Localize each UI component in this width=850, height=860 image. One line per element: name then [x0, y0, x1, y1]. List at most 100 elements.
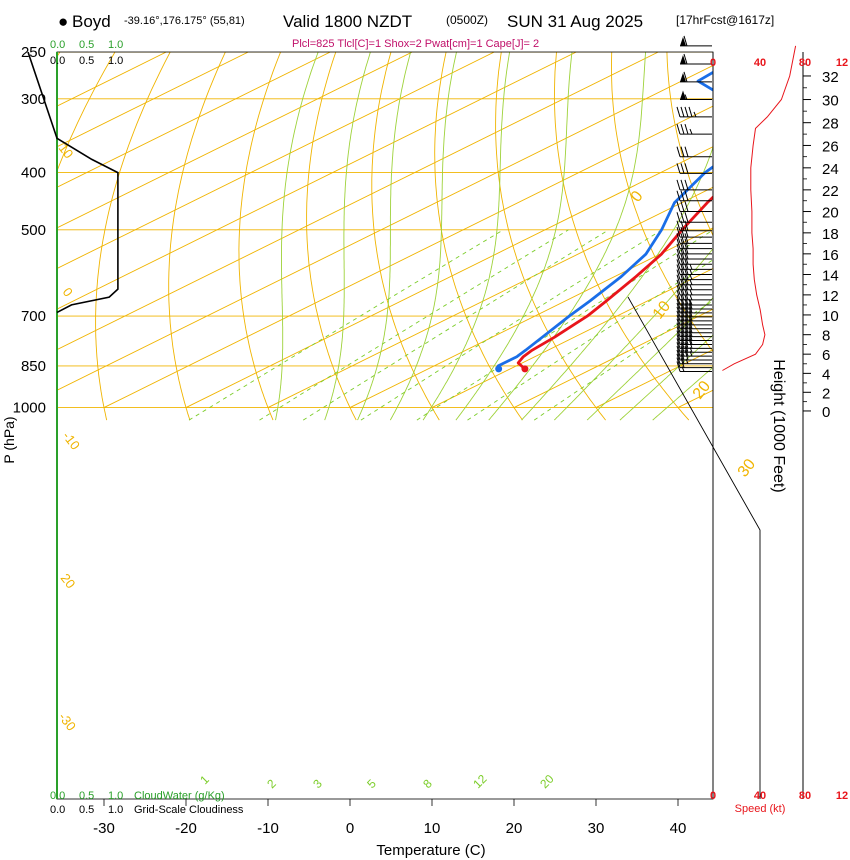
isotherm-label: 30: [735, 456, 759, 481]
mixing-ratio-line: [188, 229, 504, 421]
wind-barb-half-flag: [689, 128, 693, 135]
wind-barb-half-flag: [689, 289, 693, 296]
wind-barb-flag: [680, 353, 685, 364]
mixing-ratio-label: 8: [420, 776, 435, 791]
wind-barb-flag: [684, 106, 689, 118]
wind-barb: [676, 123, 712, 135]
isotherm-label: 20: [690, 378, 714, 403]
wind-barb-flag: [676, 179, 681, 191]
dry-adiabat: [434, 52, 523, 421]
moist-adiabat: [619, 334, 713, 421]
wind-barb-flag: [688, 298, 693, 310]
isotherm-line: [103, 105, 713, 408]
temperature-line: [516, 195, 713, 370]
height-tick-label: 26: [822, 138, 839, 155]
wind-barb-flag: [676, 146, 681, 157]
wind-barb-pennant: [680, 90, 686, 100]
wind-barb-flag: [676, 248, 681, 260]
dry-adiabat: [553, 52, 690, 421]
pressure-tick-label: 400: [21, 165, 46, 182]
pressure-tick-label: 250: [21, 44, 46, 61]
wind-barb-flag: [676, 298, 681, 310]
sounding-params: Plcl=825 Tlcl[C]=1 Shox=2 Pwat[cm]=1 Cap…: [292, 38, 539, 50]
dry-adiabat: [95, 52, 171, 421]
wind-barb: [680, 53, 712, 65]
wind-barb-flag: [680, 163, 685, 174]
isotherm-line: [57, 52, 495, 269]
wind-barb-flag: [683, 53, 688, 65]
speed-tick-label-top: 80: [799, 57, 811, 69]
dewpoint-marker: [495, 365, 503, 373]
mixing-ratio-line: [302, 229, 610, 421]
wind-barb-flag: [676, 361, 681, 372]
wind-barb-flag: [680, 298, 685, 310]
mixing-ratio-line: [259, 229, 569, 421]
wind-barb-flag: [684, 349, 689, 361]
cloud-scale-label: Grid-Scale Cloudiness: [134, 804, 244, 816]
pressure-tick-label: 1000: [13, 400, 46, 417]
wind-barb-flag: [684, 163, 689, 174]
moist-adiabat: [324, 52, 371, 421]
wind-barb-flag: [676, 220, 681, 231]
wind-barb-half-flag: [689, 264, 693, 270]
wind-barb-flag: [684, 146, 689, 157]
wind-barb-flag: [676, 201, 681, 212]
cloud-scale-label: 0.0: [50, 39, 65, 51]
wind-barb-pennant: [680, 55, 686, 65]
dry-adiabat: [371, 52, 440, 421]
header: ● Boyd -39.16°,176.175° (55,81) Valid 18…: [58, 12, 774, 50]
speed-tick-label-bottom: 0: [710, 790, 716, 802]
site-name: Boyd: [72, 12, 111, 31]
utc-time: (0500Z): [446, 13, 488, 27]
height-tick-label: 2: [822, 385, 830, 402]
wind-barb-flag: [676, 259, 681, 270]
pressure-tick-label: 700: [21, 308, 46, 325]
y-axis-label: P (hPa): [1, 416, 17, 463]
cloud-scale-label: 0.0: [50, 804, 65, 816]
wind-barb-flag: [684, 212, 689, 223]
moist-adiabat: [455, 52, 573, 421]
plot-frame: [56, 51, 714, 800]
dry-adiabat: [306, 52, 357, 421]
dry-adiabat-label: 20: [58, 571, 79, 592]
wind-barb-half-flag: [689, 284, 693, 290]
isotherm-label: 0: [628, 188, 647, 206]
mixing-ratio-label: 3: [310, 776, 325, 791]
cloud-scale-label: 0.5: [79, 804, 94, 816]
wind-barbs: [676, 35, 712, 372]
mixing-ratio-label: 1: [197, 772, 212, 787]
isotherm-line: [185, 146, 713, 408]
mixing-ratio-label: 2: [264, 776, 279, 791]
wind-barb-flag: [680, 190, 685, 201]
wind-barb-flag: [680, 334, 685, 345]
wind-barb-flag: [676, 274, 681, 285]
wind-barb: [676, 233, 712, 244]
wind-barb-flag: [676, 238, 681, 249]
isotherm-line: [57, 52, 577, 310]
height-tick-label: 28: [822, 116, 839, 133]
wind-barb-flag: [680, 345, 685, 357]
wind-barb-flag: [676, 289, 681, 301]
wind-barb-half-flag: [689, 274, 693, 280]
isotherm-line: [57, 52, 659, 351]
wind-barb: [676, 349, 712, 361]
wind-barb: [676, 106, 712, 118]
moist-adiabat: [389, 52, 457, 421]
sounding-profiles: [495, 70, 713, 373]
cloud-scale-label: 0.5: [79, 39, 94, 51]
isotherm-line: [349, 227, 713, 408]
height-tick-label: 0: [822, 404, 830, 421]
wind-barb-flag: [676, 163, 681, 174]
right-axes: 0246810121416182022242628303200404080801…: [627, 45, 848, 802]
wind-barb-flag: [676, 357, 681, 368]
wind-barb-flag: [676, 254, 681, 265]
speed-tick-label-top: 12: [836, 57, 848, 69]
wind-barb: [676, 357, 712, 369]
isotherm-line: [57, 52, 249, 148]
moist-adiabat: [553, 248, 713, 421]
dry-adiabat-label: 0: [60, 285, 76, 300]
height-tick-label: 22: [822, 183, 839, 200]
wind-barb-flag: [680, 106, 685, 118]
height-tick-label: 30: [822, 93, 839, 110]
